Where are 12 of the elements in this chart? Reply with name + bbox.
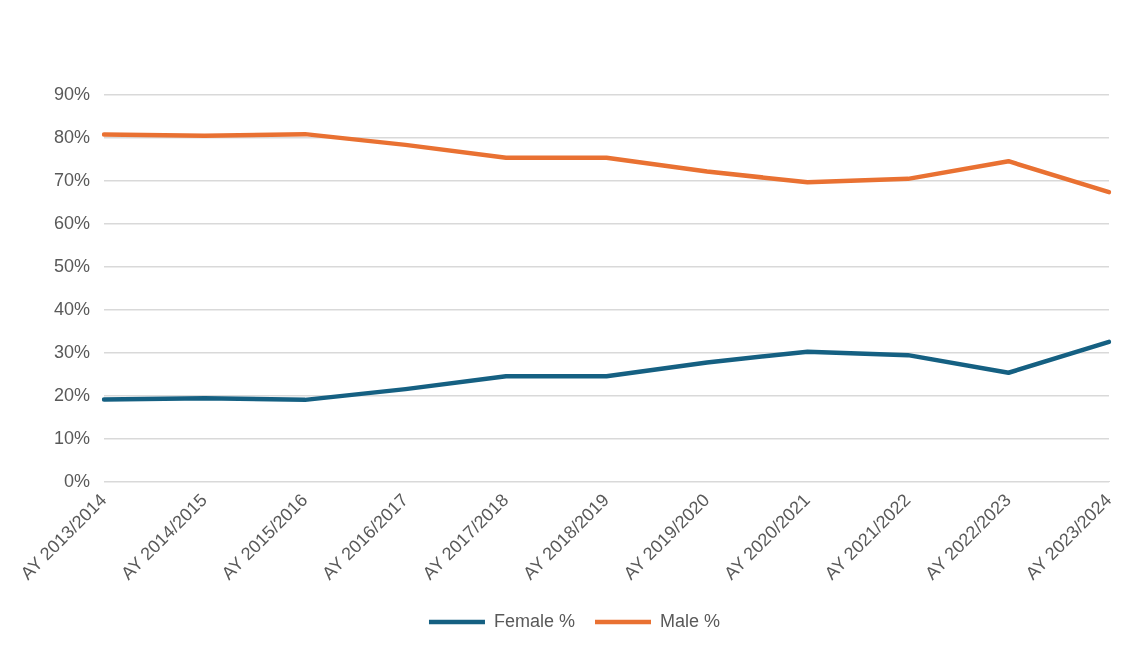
- legend-label: Female %: [493, 610, 576, 631]
- y-tick-label: 0%: [64, 470, 91, 491]
- y-tick-label: 20%: [54, 384, 91, 405]
- y-tick-label: 60%: [54, 212, 91, 233]
- y-tick-label: 50%: [54, 255, 91, 276]
- y-tick-label: 10%: [54, 427, 91, 448]
- y-tick-label: 30%: [54, 341, 91, 362]
- legend-label: Male %: [660, 610, 721, 631]
- y-tick-label: 90%: [54, 83, 91, 104]
- y-tick-label: 80%: [54, 126, 91, 147]
- y-tick-label: 40%: [54, 298, 91, 319]
- y-tick-label: 70%: [54, 169, 91, 190]
